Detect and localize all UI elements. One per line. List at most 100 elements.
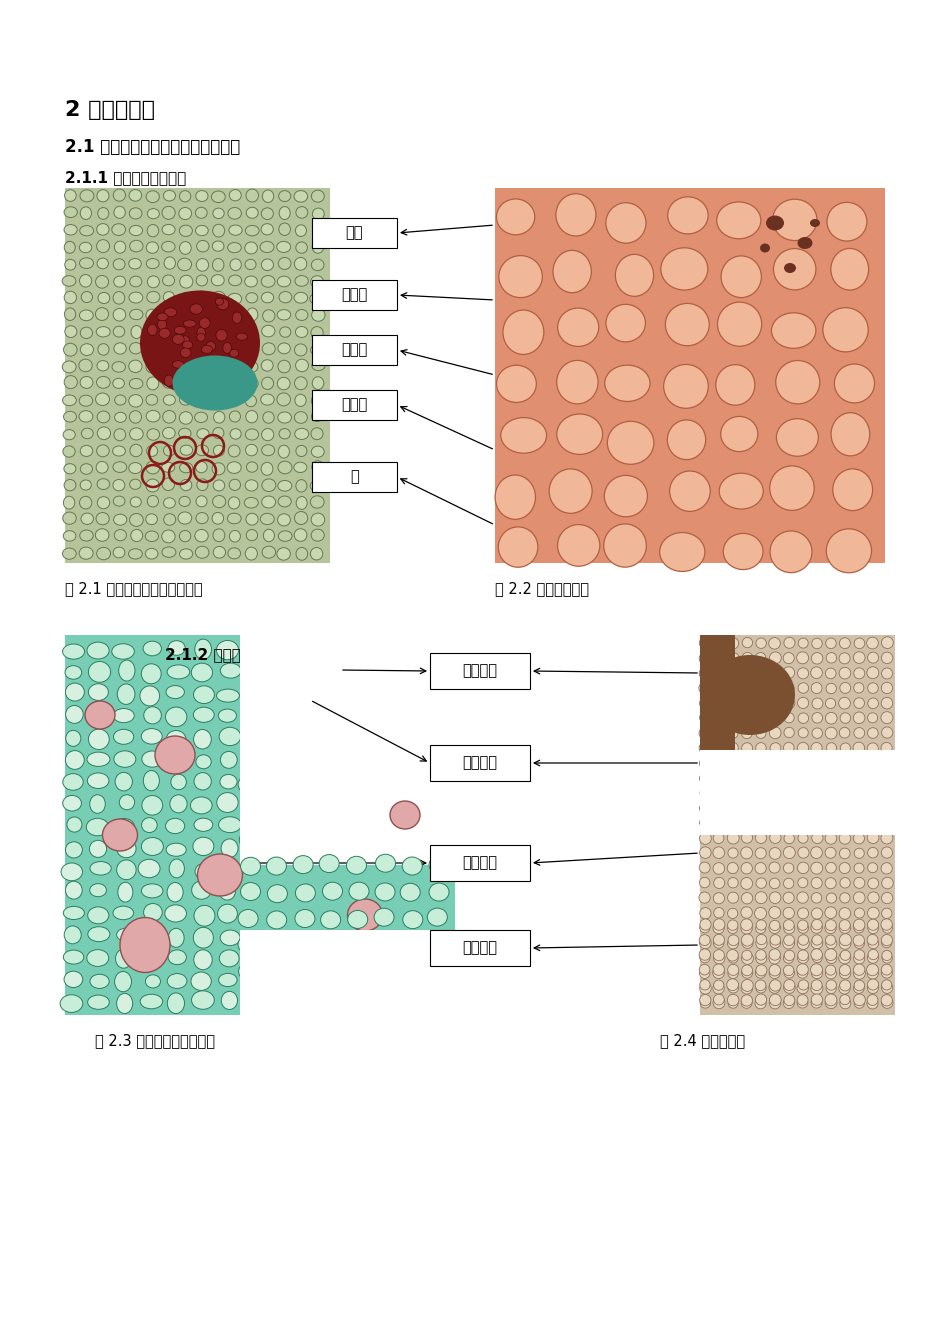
Ellipse shape <box>81 344 93 356</box>
Ellipse shape <box>158 319 166 329</box>
Circle shape <box>826 919 836 930</box>
Ellipse shape <box>230 259 241 270</box>
Ellipse shape <box>172 360 184 368</box>
Ellipse shape <box>823 308 868 352</box>
Ellipse shape <box>173 356 257 410</box>
Ellipse shape <box>322 722 342 739</box>
Ellipse shape <box>142 949 159 966</box>
Ellipse shape <box>294 191 308 202</box>
Bar <box>700 634 895 1015</box>
Ellipse shape <box>146 445 158 457</box>
Ellipse shape <box>299 684 318 703</box>
Ellipse shape <box>79 395 93 406</box>
Ellipse shape <box>157 313 168 321</box>
Text: 2.1.2 单子叶茎初生构造: 2.1.2 单子叶茎初生构造 <box>165 646 287 663</box>
Ellipse shape <box>212 274 224 286</box>
Ellipse shape <box>146 309 158 321</box>
Ellipse shape <box>295 327 308 337</box>
Circle shape <box>699 878 710 888</box>
Ellipse shape <box>323 930 345 946</box>
Ellipse shape <box>831 413 870 456</box>
Circle shape <box>713 892 725 903</box>
Circle shape <box>714 683 725 694</box>
Ellipse shape <box>66 706 84 723</box>
Circle shape <box>713 964 725 976</box>
Ellipse shape <box>324 884 341 902</box>
Ellipse shape <box>212 241 224 251</box>
Ellipse shape <box>400 749 420 766</box>
Ellipse shape <box>350 641 371 656</box>
Circle shape <box>867 968 879 978</box>
Ellipse shape <box>213 372 221 380</box>
Circle shape <box>784 953 794 964</box>
Ellipse shape <box>97 223 109 235</box>
Ellipse shape <box>348 832 368 849</box>
Ellipse shape <box>227 513 241 524</box>
Ellipse shape <box>218 817 241 833</box>
Ellipse shape <box>296 817 317 831</box>
Circle shape <box>713 907 724 918</box>
Ellipse shape <box>147 276 160 288</box>
Ellipse shape <box>145 974 161 988</box>
Circle shape <box>770 788 781 798</box>
Circle shape <box>798 833 808 843</box>
Ellipse shape <box>228 497 239 509</box>
Ellipse shape <box>228 344 241 355</box>
Circle shape <box>699 742 711 754</box>
Ellipse shape <box>379 796 394 812</box>
Ellipse shape <box>274 996 291 1009</box>
Circle shape <box>854 638 865 649</box>
Circle shape <box>881 919 892 930</box>
Ellipse shape <box>230 349 238 358</box>
Circle shape <box>881 863 892 874</box>
Ellipse shape <box>261 378 274 390</box>
Ellipse shape <box>348 883 370 902</box>
Circle shape <box>784 923 795 934</box>
Circle shape <box>839 952 850 964</box>
Circle shape <box>811 653 823 664</box>
Circle shape <box>797 668 808 679</box>
Ellipse shape <box>63 395 76 406</box>
Circle shape <box>798 980 808 991</box>
Circle shape <box>825 847 836 859</box>
Circle shape <box>867 832 879 844</box>
Circle shape <box>755 968 766 978</box>
Ellipse shape <box>129 462 142 473</box>
Text: 2.1 自主观看结果与理论模式的比较: 2.1 自主观看结果与理论模式的比较 <box>65 138 240 156</box>
Circle shape <box>784 758 794 767</box>
Circle shape <box>867 892 879 903</box>
Ellipse shape <box>97 190 109 202</box>
Ellipse shape <box>616 254 654 296</box>
Ellipse shape <box>147 324 157 336</box>
Ellipse shape <box>98 293 110 304</box>
Ellipse shape <box>213 344 224 355</box>
Circle shape <box>700 953 710 962</box>
Circle shape <box>785 950 794 961</box>
Ellipse shape <box>113 547 124 558</box>
Ellipse shape <box>294 528 307 542</box>
Ellipse shape <box>162 309 176 320</box>
Ellipse shape <box>265 640 285 657</box>
Circle shape <box>784 802 794 813</box>
Circle shape <box>756 965 767 976</box>
Ellipse shape <box>296 864 316 879</box>
Ellipse shape <box>293 722 313 739</box>
Ellipse shape <box>295 480 307 492</box>
Ellipse shape <box>294 641 314 660</box>
Circle shape <box>826 968 837 978</box>
Ellipse shape <box>180 394 192 405</box>
Ellipse shape <box>162 410 176 423</box>
Ellipse shape <box>174 327 186 335</box>
Ellipse shape <box>659 532 705 571</box>
Circle shape <box>881 742 892 754</box>
Circle shape <box>699 949 711 960</box>
Ellipse shape <box>115 395 126 405</box>
Ellipse shape <box>63 362 76 372</box>
Ellipse shape <box>279 327 291 337</box>
Circle shape <box>770 727 781 739</box>
Circle shape <box>826 997 837 1008</box>
Ellipse shape <box>244 497 258 508</box>
Ellipse shape <box>87 773 109 789</box>
Circle shape <box>839 863 850 874</box>
Ellipse shape <box>278 445 290 458</box>
